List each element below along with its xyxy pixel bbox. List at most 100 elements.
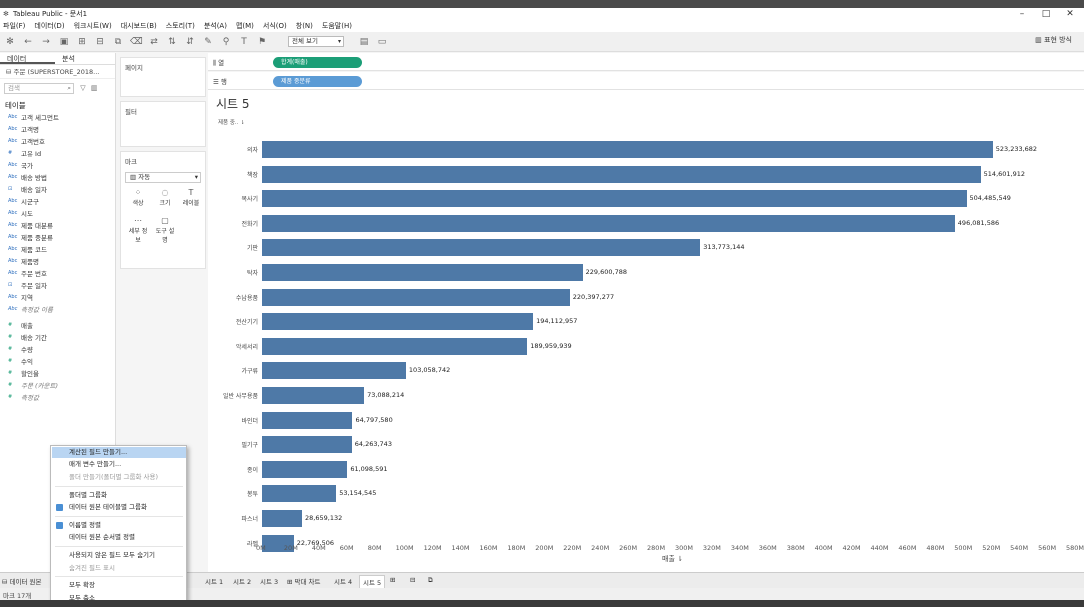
bar-mark[interactable] [262,510,303,527]
bar-mark[interactable] [262,239,701,257]
tab-data[interactable]: 데이터 [0,53,55,64]
new-sheet-icon[interactable]: ⊟ [96,36,104,47]
size-button[interactable]: ◌ 크기 [154,188,176,210]
pages-shelf[interactable]: 페이지 [120,57,206,97]
category-label[interactable]: 바인더 [241,417,258,425]
chart-icon[interactable]: ▤ [359,36,369,47]
bar-mark[interactable] [262,534,294,552]
clear-icon[interactable]: ⌫ [130,36,143,47]
datasource-name[interactable]: ⛁ 주문 (SUPERSTORE_2018... [0,65,115,79]
dimension-field[interactable]: Abc 제품 대분류 [0,219,115,231]
category-label[interactable]: 기판 [246,245,258,253]
context-menu-item[interactable]: 데이터 원본 테이블별 그룹화 [69,503,147,511]
context-menu-item[interactable]: 사용되지 않은 필드 모두 숨기기 [69,551,156,559]
bar-mark[interactable] [262,288,570,306]
category-label[interactable]: 악세서리 [235,343,258,351]
dimension-field[interactable]: Abc 국가 [0,159,115,171]
measure-field[interactable]: # 배송 기간 [0,331,115,343]
new-story-icon[interactable]: ⧉ [428,576,433,584]
dimension-field[interactable]: ⊡ 배송 일자 [0,183,115,195]
context-menu-item[interactable]: 매개 변수 만들기... [69,460,122,468]
bar-mark[interactable] [262,141,993,158]
show-me-button[interactable]: ▥ 표현 방식 [1035,36,1072,44]
bar-mark[interactable] [262,387,365,404]
category-label[interactable]: 가구류 [241,368,258,376]
minimize-icon[interactable]: – [1019,9,1025,19]
menu-item[interactable]: 데이터(D) [34,22,65,30]
bar-mark[interactable] [262,362,406,380]
tab-datasource[interactable]: ⛁ 데이터 원본 [2,578,42,586]
dimension-field[interactable]: # 고유 Id [0,147,115,159]
group-icon[interactable]: ⚲ [222,36,230,47]
category-label[interactable]: 필기구 [241,442,258,450]
search-input[interactable]: 검색 ⌕ [4,83,74,94]
dimension-field[interactable]: Abc 제품명 [0,255,115,267]
menu-item[interactable]: 맵(M) [235,22,254,30]
x-axis-title[interactable]: 매출 ⇂ [662,555,683,563]
tab-sheet-5[interactable]: 시트 5 [359,575,386,588]
category-label[interactable]: 파스너 [241,516,258,523]
label-icon[interactable]: T [241,36,247,47]
mark-type-dropdown[interactable]: ▥ 자동 ▾ [125,172,201,183]
category-label[interactable]: 탁자 [246,270,258,277]
dimension-field[interactable]: Abc 배송 방법 [0,171,115,183]
measure-field[interactable]: # 측정값 [0,391,115,403]
save-icon[interactable]: ▣ [59,36,69,47]
bar-mark[interactable] [262,485,337,503]
highlight-icon[interactable]: ✎ [204,36,212,47]
filters-shelf[interactable]: 필터 [120,101,206,147]
context-menu-item[interactable]: 이름별 정렬 [69,521,101,529]
context-menu-item[interactable]: 데이터 원본 순서별 정렬 [69,533,135,541]
sort-desc-icon[interactable]: ⇵ [186,36,194,47]
fit-dropdown[interactable]: 전체 보기 ▾ [288,36,344,47]
rows-pill[interactable]: 제품 중분류 [273,76,362,87]
dimension-field[interactable]: Abc 고객번호 [0,135,115,147]
context-menu-item[interactable]: 계산된 필드 만들기... [52,447,186,458]
context-menu-item[interactable]: 모두 확장 [69,581,95,589]
row-header[interactable]: 제품 중.. ⇂ [218,120,245,126]
detail-button[interactable]: ⋯ 세부 정보 [128,216,148,244]
bar-mark[interactable] [262,436,352,454]
presentation-icon[interactable]: ▭ [377,36,387,47]
dimension-field[interactable]: ⊡ 주문 일자 [0,279,115,291]
undo-icon[interactable]: ← [24,36,32,47]
dimension-field[interactable]: Abc 시도 [0,207,115,219]
dimension-field[interactable]: Abc 지역 [0,291,115,303]
category-label[interactable]: 전산기기 [235,319,258,327]
menu-item[interactable]: 분석(A) [203,22,227,30]
tab-sheet-2[interactable]: 시트 2 [233,578,252,586]
filter-icon[interactable]: ▽ [80,84,86,92]
menu-item[interactable]: 대시보드(B) [120,22,157,30]
menu-item[interactable]: 스토리(T) [165,22,195,30]
bar-mark[interactable] [262,411,353,429]
tab-sheet-3[interactable]: 시트 3 [260,578,279,586]
columns-pill[interactable]: 합계(매출) [273,57,362,68]
columns-shelf[interactable]: ⫼ 열 합계(매출) [208,53,1084,71]
view-options-icon[interactable]: ▥ [90,84,98,92]
category-label[interactable]: 의자 [246,147,258,154]
menu-item[interactable]: 파일(F) [3,22,26,30]
measure-field[interactable]: # 매출 [0,319,115,331]
pin-icon[interactable]: ⚑ [257,36,267,47]
sort-asc-icon[interactable]: ⇅ [168,36,176,47]
measure-field[interactable]: # 주문 (카운트) [0,379,115,391]
bar-mark[interactable] [262,313,534,331]
dimension-field[interactable]: Abc 주문 번호 [0,267,115,279]
bar-mark[interactable] [262,214,955,232]
tab-sheet-4[interactable]: 시트 4 [334,578,353,586]
swap-icon[interactable]: ⇄ [150,36,158,47]
new-datasource-icon[interactable]: ⊞ [78,36,86,47]
measure-field[interactable]: # 수량 [0,343,115,355]
category-label[interactable]: 복사기 [241,196,258,204]
maximize-icon[interactable]: □ [1041,9,1051,19]
menu-item[interactable]: 서식(O) [262,22,287,30]
bar-mark[interactable] [262,165,981,183]
tooltip-button[interactable]: ▢ 도구 설명 [155,216,175,244]
bar-mark[interactable] [262,337,528,355]
redo-icon[interactable]: → [42,36,50,47]
category-label[interactable]: 봉투 [246,491,258,499]
dimension-field[interactable]: Abc 제품 중분류 [0,231,115,243]
category-label[interactable]: 수납용품 [235,294,258,302]
new-worksheet-icon[interactable]: ⊞ [390,576,396,584]
new-dashboard-icon[interactable]: ⊟ [410,576,416,584]
